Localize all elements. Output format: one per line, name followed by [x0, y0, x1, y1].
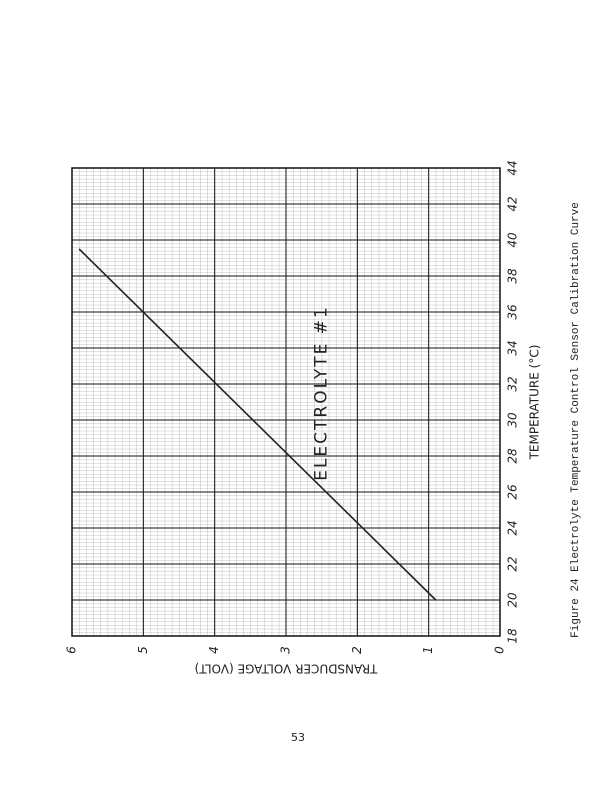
y-tick-label: 3: [279, 646, 293, 654]
y-tick-label: 1: [421, 646, 435, 654]
x-tick-label: 26: [506, 484, 520, 500]
y-tick-label: 0: [493, 646, 507, 654]
page-number: 53: [291, 731, 305, 744]
x-axis-title: TEMPERATURE (°C): [528, 345, 542, 461]
x-tick-label: 34: [506, 340, 520, 355]
x-tick-label: 18: [506, 628, 520, 644]
x-tick-label: 38: [506, 268, 520, 284]
y-axis-title: TRANSDUCER VOLTAGE (VOLT): [195, 662, 379, 676]
x-tick-label: 24: [506, 520, 520, 535]
x-tick-label: 22: [506, 556, 520, 571]
x-tick-label: 28: [506, 448, 520, 464]
annotation: ELECTROLYTE #1: [312, 305, 332, 481]
x-tick-label: 40: [506, 232, 520, 248]
calibration-line: [78, 248, 437, 601]
x-tick-label: 42: [506, 196, 520, 211]
y-tick-label: 4: [207, 646, 221, 654]
x-tick-label: 20: [506, 592, 520, 608]
y-tick-label: 2: [350, 646, 364, 654]
x-tick-label: 36: [506, 304, 520, 320]
x-tick-label: 32: [506, 376, 520, 391]
x-tick-label: 44: [506, 160, 520, 175]
y-tick-label: 6: [65, 646, 79, 654]
y-tick-label: 5: [136, 646, 150, 654]
x-tick-label: 30: [506, 412, 520, 428]
figure-caption: Figure 24 Electrolyte Temperature Contro…: [570, 202, 582, 638]
